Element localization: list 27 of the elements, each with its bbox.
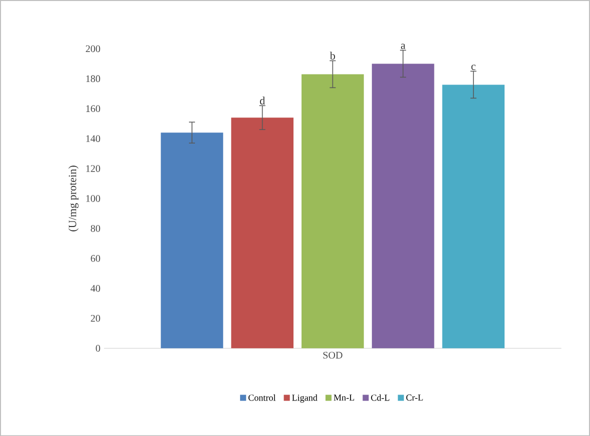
y-tick-label: 200	[86, 45, 100, 52]
legend-label: Cr-L	[406, 394, 423, 401]
y-tick-label: 40	[90, 284, 100, 292]
x-tick-label: SOD	[323, 352, 342, 358]
y-tick-label: 120	[86, 165, 100, 172]
bar	[372, 64, 434, 348]
legend-label: Mn-L	[334, 394, 354, 400]
legend-label: Control	[248, 394, 276, 401]
y-tick-label: 60	[90, 254, 100, 262]
data-label: d	[260, 96, 265, 104]
legend-label: Ligand	[292, 394, 318, 403]
bar	[302, 74, 364, 348]
data-label: a	[400, 44, 406, 49]
y-tick-label: 0	[96, 344, 100, 352]
y-tick-label: 160	[86, 105, 100, 112]
y-tick-label: 180	[86, 75, 100, 82]
legend-label: Cd-L	[371, 394, 390, 401]
data-label: c	[471, 64, 476, 70]
data-label: b	[330, 52, 336, 60]
y-tick-label: 20	[90, 314, 100, 322]
y-tick-label: 140	[86, 135, 100, 142]
y-axis-title: (U/mg protein)	[68, 166, 78, 232]
bar	[442, 84, 505, 348]
y-tick-label: 80	[90, 224, 100, 232]
bar	[231, 118, 294, 348]
bar	[160, 132, 224, 348]
y-tick-label: 100	[86, 195, 100, 202]
